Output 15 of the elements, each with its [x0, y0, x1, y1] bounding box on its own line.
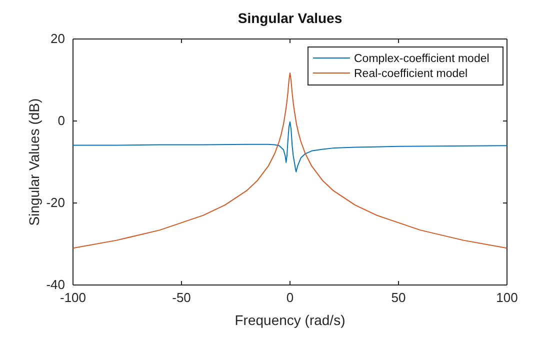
legend-label: Real-coefficient model	[354, 68, 468, 80]
x-tick-label: -50	[172, 290, 191, 306]
x-tick-label: -100	[60, 290, 86, 306]
chart-title: Singular Values	[238, 10, 342, 26]
line-series	[72, 121, 508, 172]
legend-label: Complex-coefficient model	[354, 53, 490, 65]
y-tick-label: -40	[46, 277, 65, 292]
x-axis-title: Frequency (rad/s)	[234, 312, 346, 328]
x-tick-label: 50	[391, 290, 406, 306]
x-tick-label: 0	[286, 290, 294, 306]
y-axis-title: Singular Values (dB)	[26, 98, 42, 226]
x-tick-label: 100	[496, 290, 518, 306]
y-tick-label: 0	[58, 113, 65, 128]
y-tick-label: 20	[50, 31, 65, 46]
y-tick-label: -20	[46, 195, 65, 210]
